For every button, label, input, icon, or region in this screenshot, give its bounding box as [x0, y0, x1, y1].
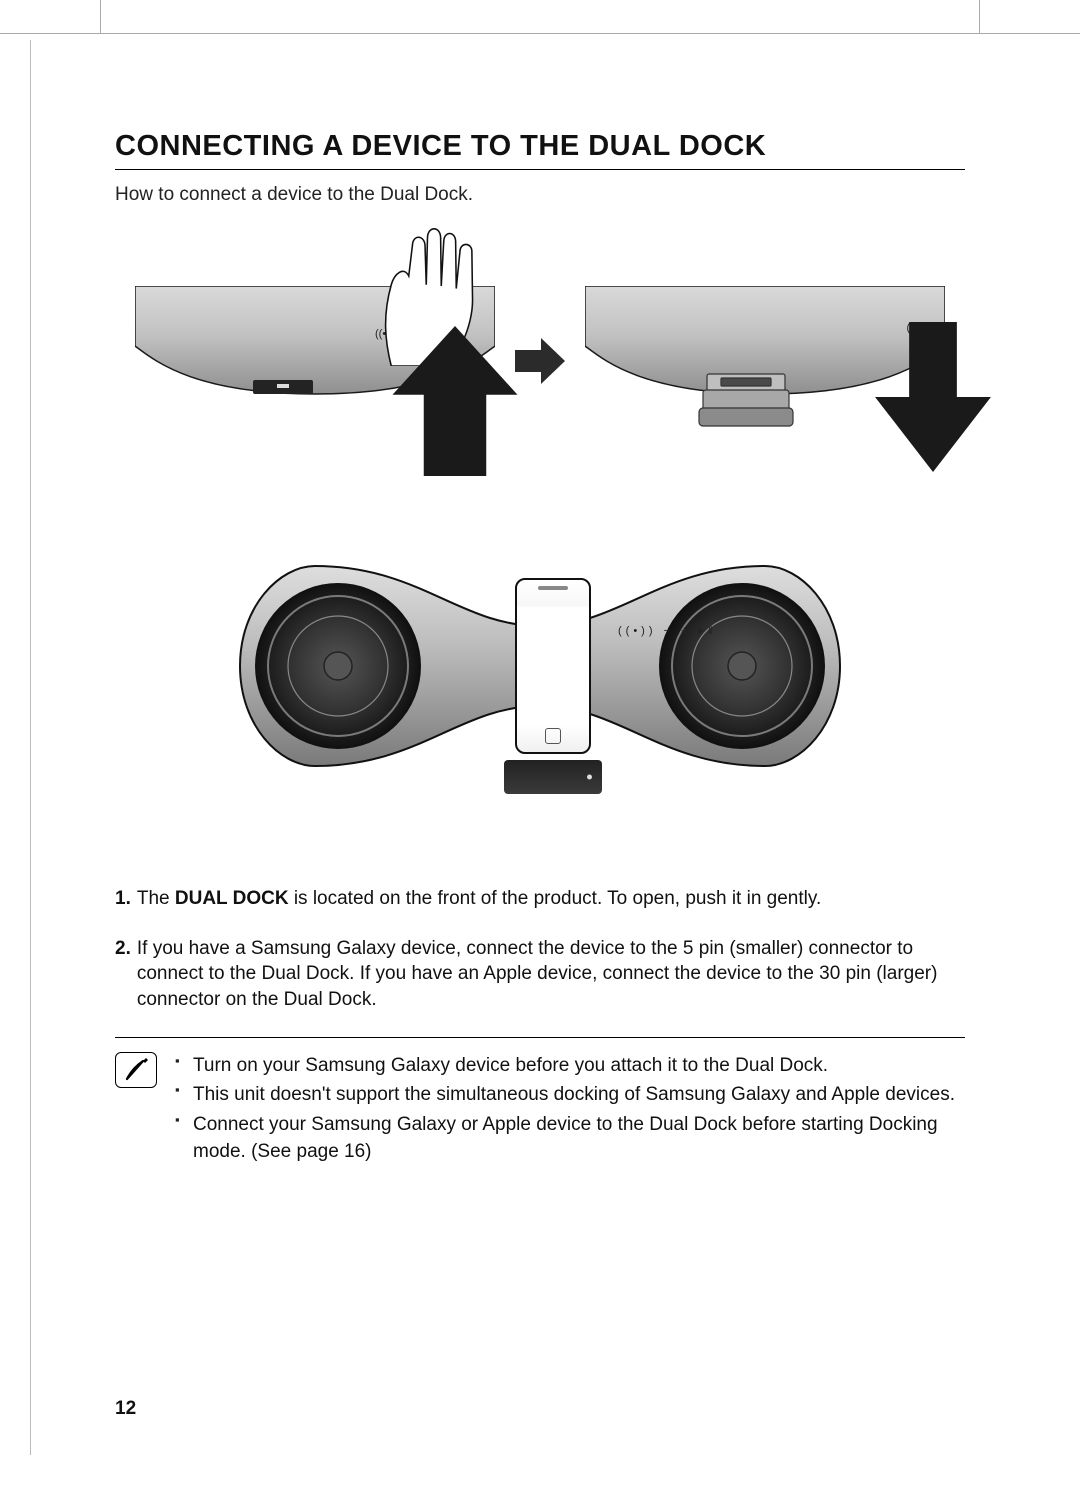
step-text: If you have a Samsung Galaxy device, con… — [137, 936, 965, 1013]
notes-list: Turn on your Samsung Galaxy device befor… — [175, 1052, 965, 1168]
speaker-hand-press: ((•)) − + — [135, 286, 495, 436]
step-2: 2. If you have a Samsung Galaxy device, … — [115, 936, 965, 1013]
section-title: CONNECTING A DEVICE TO THE DUAL DOCK — [115, 130, 965, 170]
docked-phone — [515, 578, 591, 754]
crop-mark-left — [30, 40, 31, 1455]
note-item: Connect your Samsung Galaxy or Apple dev… — [175, 1111, 965, 1166]
top-panel-icons: ((•)) − + ▸‖ — [618, 624, 717, 637]
dock-ejects-arrow-icon — [753, 322, 1080, 472]
crop-mark-top — [0, 0, 1080, 34]
speaker-full-body: ((•)) − + ▸‖ — [220, 546, 860, 786]
figure-open-dock: ((•)) − + — [115, 286, 965, 436]
push-in-arrow-icon — [275, 326, 635, 476]
note-item: Turn on your Samsung Galaxy device befor… — [175, 1052, 965, 1080]
note-item: This unit doesn't support the simultaneo… — [175, 1081, 965, 1109]
speaker-dock-open: ((•)) — [585, 286, 945, 436]
step-number: 1. — [115, 886, 131, 912]
figure-full-speaker: ((•)) − + ▸‖ — [115, 546, 965, 786]
step-text: The DUAL DOCK is located on the front of… — [137, 886, 821, 912]
note-icon — [115, 1052, 157, 1088]
dock-base — [504, 760, 602, 794]
notes-separator — [115, 1037, 965, 1038]
section-intro: How to connect a device to the Dual Dock… — [115, 184, 965, 206]
step-1: 1. The DUAL DOCK is located on the front… — [115, 886, 965, 912]
page-number: 12 — [115, 1398, 136, 1420]
step-list: 1. The DUAL DOCK is located on the front… — [115, 886, 965, 1013]
step-number: 2. — [115, 936, 131, 1013]
notes-block: Turn on your Samsung Galaxy device befor… — [115, 1052, 965, 1168]
